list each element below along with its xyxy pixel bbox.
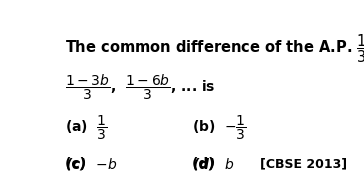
Text: (a)  $\dfrac{1}{3}$: (a) $\dfrac{1}{3}$ — [65, 114, 108, 142]
Text: $\dfrac{1-3b}{3}$,  $\dfrac{1-6b}{3}$, ... is: $\dfrac{1-3b}{3}$, $\dfrac{1-6b}{3}$, ..… — [65, 73, 216, 102]
Text: (c)  $-b$: (c) $-b$ — [65, 156, 118, 172]
Text: (b)  $-\dfrac{1}{3}$: (b) $-\dfrac{1}{3}$ — [192, 114, 247, 142]
Text: (c): (c) — [65, 157, 96, 171]
Text: (d): (d) — [192, 157, 225, 171]
Text: The common difference of the A.P. $\dfrac{1}{3}$,: The common difference of the A.P. $\dfra… — [65, 32, 364, 65]
Text: (d)  $b$: (d) $b$ — [192, 156, 235, 172]
Text: [CBSE 2013]: [CBSE 2013] — [260, 157, 347, 170]
